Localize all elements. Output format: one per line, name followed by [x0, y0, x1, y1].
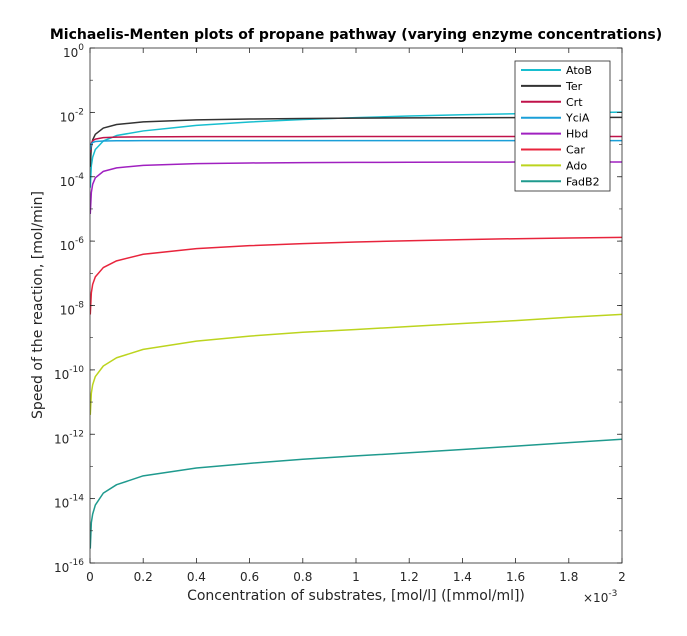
y-tick-base: 10 [54, 432, 69, 446]
series-line-ter [90, 116, 622, 167]
y-tick-base: 10 [54, 497, 69, 511]
y-tick-base: 10 [60, 175, 75, 189]
series-line-ycia [90, 139, 622, 151]
x-tick-label: 1.4 [453, 570, 472, 584]
x-tick-label: 0 [86, 570, 94, 584]
x-axis-label: Concentration of substrates, [mol/l] ([m… [187, 588, 525, 604]
legend-label-ter: Ter [565, 80, 583, 93]
legend-label-car: Car [566, 144, 585, 157]
x-tick-label: 0.8 [293, 570, 312, 584]
y-tick-exponent: -8 [75, 301, 84, 311]
y-tick-exponent: -16 [69, 558, 84, 568]
y-tick-base: 10 [60, 304, 75, 318]
x-axis-multiplier-exponent: -3 [608, 589, 617, 599]
x-tick-label: 0.2 [134, 570, 153, 584]
y-tick-exponent: -4 [75, 172, 84, 182]
y-tick-exponent: 0 [78, 43, 84, 53]
y-tick-label: 10-12 [54, 429, 84, 446]
y-axis-label: Speed of the reaction, [mol/min] [30, 191, 46, 419]
y-tick-label: 10-8 [60, 301, 85, 318]
x-tick-label: 1.8 [559, 570, 578, 584]
y-tick-base: 10 [60, 110, 75, 124]
x-tick-label: 1.2 [400, 570, 419, 584]
y-tick-label: 10-10 [54, 365, 84, 382]
y-tick-exponent: -14 [69, 494, 84, 504]
legend-box [514, 60, 611, 192]
series-line-atob [90, 111, 622, 188]
x-tick-label: 0.6 [240, 570, 259, 584]
series-line-car [90, 236, 622, 315]
legend-label-crt: Crt [566, 96, 583, 109]
y-tick-base: 10 [54, 368, 69, 382]
y-tick-label: 10-6 [60, 236, 85, 253]
series-line-ado [90, 313, 622, 415]
series-line-hbd [90, 161, 622, 214]
x-axis-multiplier: ×10-3 [583, 589, 617, 605]
y-tick-label: 100 [63, 43, 84, 60]
legend-label-ycia: YciA [565, 112, 590, 125]
y-tick-label: 10-14 [54, 494, 84, 511]
legend-label-atob: AtoB [566, 64, 592, 77]
series-line-crt [90, 135, 622, 153]
x-tick-label: 0.4 [187, 570, 206, 584]
y-tick-exponent: -6 [75, 236, 84, 246]
y-tick-exponent: -10 [69, 365, 84, 375]
x-axis-multiplier-base: ×10 [583, 591, 608, 605]
y-tick-label: 10-4 [60, 172, 85, 189]
y-tick-base: 10 [60, 239, 75, 253]
legend: AtoB Ter Crt YciA Hbd Car Ado FadB2 [514, 60, 611, 192]
y-tick-exponent: -2 [75, 107, 84, 117]
series-line-fadb2 [90, 438, 622, 549]
legend-label-hbd: Hbd [566, 128, 588, 141]
y-tick-base: 10 [63, 46, 78, 60]
x-axis: 0 0.2 0.4 0.6 0.8 1 1.2 1.4 1.6 1.8 2 [86, 48, 626, 584]
y-tick-base: 10 [54, 561, 69, 575]
series-group [90, 111, 622, 549]
legend-label-ado: Ado [566, 159, 587, 172]
x-tick-label: 2 [618, 570, 626, 584]
chart-title: Michaelis-Menten plots of propane pathwa… [50, 27, 662, 43]
legend-label-fadb2: FadB2 [566, 175, 600, 188]
y-tick-label: 10-2 [60, 107, 84, 124]
y-tick-exponent: -12 [69, 429, 84, 439]
x-tick-label: 1.6 [506, 570, 525, 584]
y-tick-label: 10-16 [54, 558, 84, 575]
x-tick-label: 1 [352, 570, 360, 584]
